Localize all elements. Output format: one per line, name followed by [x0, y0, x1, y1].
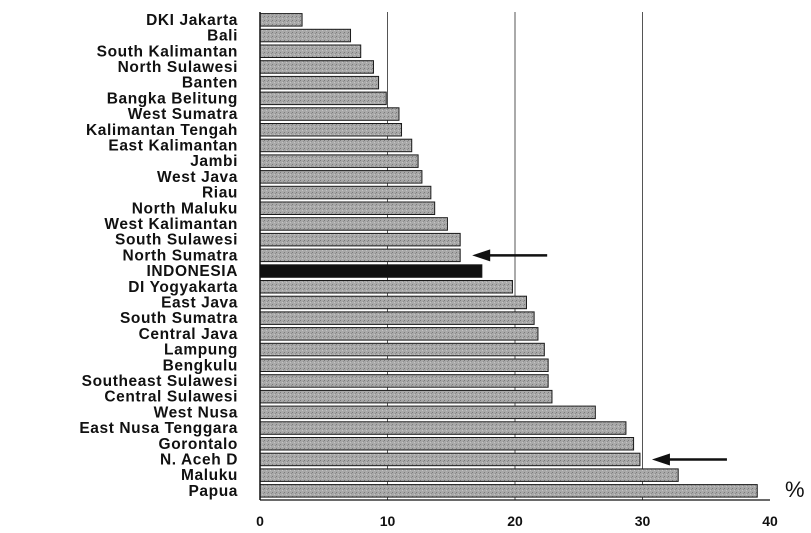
bar [259, 358, 549, 372]
axes [259, 12, 770, 501]
bar [259, 374, 549, 388]
category-label: INDONESIA [146, 263, 238, 280]
bar [259, 75, 380, 90]
bar [259, 28, 352, 43]
bar [259, 342, 545, 357]
bar [259, 248, 461, 263]
bar [259, 107, 400, 121]
bar [259, 327, 539, 341]
category-label: Southeast Sulawesi [82, 373, 238, 390]
category-label: Banten [182, 75, 238, 92]
bar [259, 264, 483, 278]
category-label: DKI Jakarta [146, 12, 238, 29]
x-tick-label: 40 [762, 513, 778, 529]
tick-labels: 0 10 20 30 40 [256, 513, 778, 529]
bar [259, 421, 627, 435]
annotation-arrow [472, 249, 548, 262]
bar [259, 44, 362, 58]
category-label: South Sumatra [120, 310, 238, 327]
category-label: Lampung [164, 342, 238, 359]
category-label: Papua [188, 483, 238, 500]
bar [259, 405, 596, 420]
bar [259, 389, 553, 404]
category-label: Bengkulu [163, 357, 238, 374]
bar [259, 138, 413, 153]
category-label: West Java [157, 169, 238, 186]
category-label: South Sulawesi [115, 232, 238, 249]
bar [259, 201, 436, 215]
category-label: Bangka Belitung [107, 90, 238, 107]
category-label: West Kalimantan [104, 216, 238, 233]
category-label: North Sumatra [123, 247, 238, 264]
category-label: Kalimantan Tengah [86, 122, 238, 139]
annotations [472, 249, 727, 466]
x-tick-label: 30 [635, 513, 651, 529]
bar [259, 170, 423, 184]
bar [259, 60, 374, 74]
bar [259, 217, 448, 231]
bar [259, 484, 758, 498]
category-label: Bali [207, 28, 238, 45]
bar [259, 280, 513, 294]
category-label: North Maluku [132, 200, 238, 217]
bar [259, 437, 635, 451]
bar [259, 91, 387, 106]
category-label: West Nusa [154, 404, 238, 421]
category-label: Jambi [190, 153, 238, 170]
bar [259, 13, 303, 27]
bar [259, 185, 432, 200]
bar [259, 311, 535, 325]
x-tick-label: 10 [380, 513, 396, 529]
x-tick-label: 0 [256, 513, 264, 529]
category-label: N. Aceh D [160, 451, 238, 468]
category-label: Gorontalo [159, 436, 238, 453]
bar [259, 123, 403, 137]
category-label: Riau [202, 185, 238, 202]
category-label: Central Sulawesi [104, 389, 238, 406]
bar [259, 295, 527, 310]
bar [259, 232, 461, 247]
x-tick-label: 20 [507, 513, 523, 529]
bar [259, 468, 679, 482]
category-label: Maluku [181, 467, 238, 484]
category-label: Central Java [139, 326, 238, 343]
bar [259, 452, 641, 467]
annotation-arrow [651, 453, 727, 466]
category-label: East Java [161, 294, 238, 311]
category-label: West Sumatra [128, 106, 238, 123]
category-label: South Kalimantan [97, 43, 238, 60]
unit-label: % [785, 477, 805, 502]
category-label: DI Yogyakarta [128, 279, 238, 296]
bar [259, 154, 419, 168]
category-label: East Kalimantan [108, 137, 238, 154]
category-label: East Nusa Tenggara [79, 420, 238, 437]
category-label: North Sulawesi [118, 59, 238, 76]
